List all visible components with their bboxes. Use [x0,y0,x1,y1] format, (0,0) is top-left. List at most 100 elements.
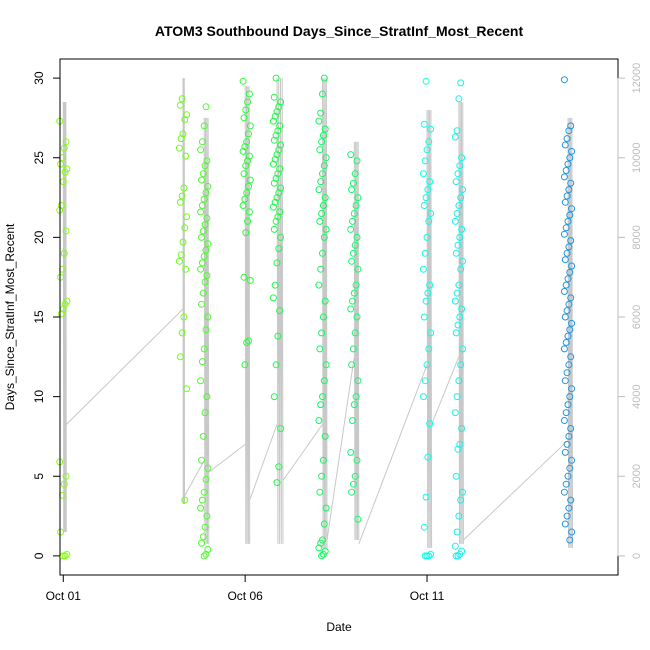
data-point [245,90,253,98]
y-tick-label: 5 [32,473,46,480]
data-point [348,257,356,265]
data-point [198,496,206,504]
data-point [561,313,569,321]
data-point [566,393,574,401]
data-point [246,176,254,184]
data-point [454,445,462,453]
data-point [181,496,189,504]
data-point [198,456,205,464]
data-point [63,550,71,558]
data-point [318,210,326,217]
data-point [197,377,205,385]
data-point [201,162,209,170]
data-point [351,472,359,480]
data-point [348,186,356,194]
data-point [457,79,465,87]
data-point [568,456,576,464]
data-point [421,552,429,560]
y2-tick-label: 10000 [631,142,643,173]
data-point [453,289,461,297]
data-point [456,440,464,448]
data-point [321,297,329,305]
data-point [317,539,325,547]
data-point [198,233,205,241]
data-point [457,496,465,504]
data-point [319,249,326,257]
data-point [277,233,285,241]
chart-title: ATOM3 Southbound Days_Since_StratInf_Mos… [155,23,524,39]
data-point [459,257,466,265]
x-tick-label: Oct 11 [410,589,445,603]
data-point [565,432,573,440]
data-point [239,147,247,155]
data-point [244,98,252,106]
data-point [273,151,281,159]
data-point [276,307,284,315]
data-point [176,353,184,361]
data-point [567,179,575,187]
data-point [245,152,253,160]
data-point [200,253,208,260]
data-point [203,512,211,520]
data-point [420,523,428,531]
data-point [277,184,285,192]
data-point [420,313,428,321]
data-point [320,162,328,170]
data-point [424,453,432,461]
data-point [349,217,356,225]
data-point [202,475,210,483]
data-point [319,170,326,178]
data-point [204,182,212,190]
data-point [426,178,434,186]
data-point [198,259,206,267]
data-point [347,448,355,456]
data-point [562,224,570,232]
data-point [566,326,574,334]
line-segment-13 [358,364,428,545]
line-burst-14 [426,109,433,548]
data-point [246,276,254,284]
data-point [348,361,356,369]
data-point [245,182,252,190]
data-point [347,151,355,159]
data-point [565,361,573,369]
data-point [351,241,359,249]
data-point [567,425,575,432]
data-point [198,176,205,184]
data-point [179,238,187,246]
data-point [320,377,328,385]
data-point [202,326,210,334]
line-burst-2 [182,78,185,505]
data-point [563,249,571,257]
data-point [273,479,281,487]
y-tick-label: 20 [32,230,46,244]
line-segment-7 [249,424,278,501]
data-point [567,237,575,245]
data-point [270,179,278,187]
data-point [564,472,572,480]
data-point [560,417,568,424]
data-point [566,211,574,219]
data-point [315,417,323,424]
data-point [269,117,277,125]
data-point [203,157,211,165]
data-point [240,170,248,178]
data-point [425,217,433,225]
data-point [563,369,571,377]
data-point [277,425,285,432]
data-point [276,122,284,130]
data-point [181,224,189,232]
y-axis-label: Days_Since_StratInf_Most_Recent [3,223,17,410]
data-point [239,202,247,209]
data-point [567,122,575,130]
y-tick-label: 30 [32,71,46,85]
data-point [564,217,572,225]
data-point [352,393,360,401]
data-point [274,170,282,178]
data-point [245,337,252,345]
data-point [352,202,360,209]
line-segment-11 [326,356,355,541]
data-point [560,173,568,181]
data-point [561,256,569,264]
data-point [319,393,326,401]
